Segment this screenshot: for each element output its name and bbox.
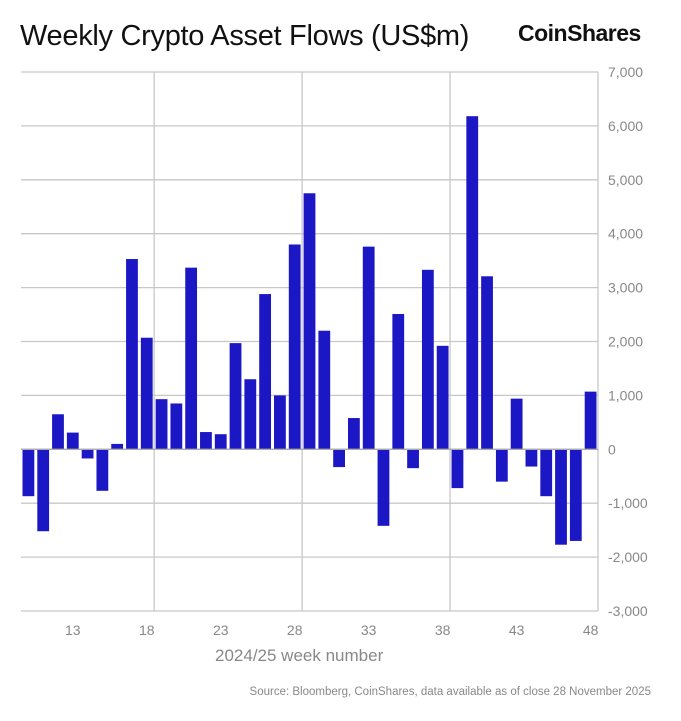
x-tick-label: 38 <box>435 622 451 638</box>
bar-week-23 <box>214 434 227 450</box>
bar-week-40 <box>466 116 479 450</box>
bar-week-41 <box>481 276 493 450</box>
y-tick-label: -3,000 <box>608 603 648 619</box>
x-tick-label: 18 <box>139 622 155 638</box>
bar-week-33 <box>362 246 375 450</box>
y-tick-label: 5,000 <box>608 172 643 188</box>
bar-week-26 <box>259 294 272 450</box>
x-tick-label: 13 <box>65 622 81 638</box>
bar-week-20 <box>170 403 183 450</box>
bar-week-15 <box>96 449 109 491</box>
y-tick-label: 7,000 <box>608 64 643 80</box>
bar-week-13 <box>66 432 79 450</box>
bar-week-36 <box>407 449 419 469</box>
bar-week-16 <box>111 443 124 450</box>
bar-week-19 <box>155 399 168 450</box>
bar-week-48 <box>584 391 597 450</box>
bar-week-11 <box>37 449 50 532</box>
y-tick-label: -1,000 <box>608 495 648 511</box>
bar-week-21 <box>185 267 198 450</box>
bar-week-38 <box>436 345 449 450</box>
x-tick-label: 48 <box>583 622 599 638</box>
bar-week-45 <box>540 449 553 497</box>
y-tick-label: -2,000 <box>608 549 648 565</box>
bar-week-34 <box>377 449 390 526</box>
x-axis-label: 2024/25 week number <box>215 646 384 665</box>
bar-week-12 <box>52 414 64 450</box>
bar-week-47 <box>569 449 582 541</box>
bar-week-18 <box>140 337 153 450</box>
bar-week-31 <box>333 449 345 468</box>
x-tick-label: 33 <box>361 622 377 638</box>
bar-week-25 <box>244 379 257 450</box>
bar-week-14 <box>81 449 94 459</box>
bar-week-44 <box>525 449 538 467</box>
bar-week-27 <box>274 395 286 450</box>
y-tick-label: 4,000 <box>608 226 643 242</box>
bar-week-39 <box>451 449 464 489</box>
bar-week-24 <box>229 343 242 450</box>
bar-week-37 <box>421 269 434 450</box>
chart-title: Weekly Crypto Asset Flows (US$m) <box>20 20 470 52</box>
x-tick-label: 28 <box>287 622 303 638</box>
coinshares-logo: CoinShares <box>518 20 641 46</box>
x-tick-label: 43 <box>509 622 525 638</box>
bar-week-42 <box>495 449 508 482</box>
bar-week-29 <box>303 193 316 450</box>
y-tick-label: 6,000 <box>608 118 643 134</box>
bar-week-43 <box>510 398 523 450</box>
y-tick-label: 2,000 <box>608 334 643 350</box>
y-tick-label: 3,000 <box>608 280 643 296</box>
bar-week-30 <box>318 330 331 450</box>
bar-week-22 <box>200 432 212 450</box>
y-tick-label: 1,000 <box>608 387 643 403</box>
source-note: Source: Bloomberg, CoinShares, data avai… <box>249 686 651 698</box>
x-tick-label: 23 <box>213 622 229 638</box>
bar-week-17 <box>126 259 138 450</box>
y-tick-label: 0 <box>608 441 616 457</box>
bar-week-10 <box>22 449 35 497</box>
bar-week-46 <box>555 449 567 545</box>
bar-week-32 <box>347 418 360 450</box>
bar-week-35 <box>392 314 405 450</box>
bar-week-28 <box>288 244 301 450</box>
